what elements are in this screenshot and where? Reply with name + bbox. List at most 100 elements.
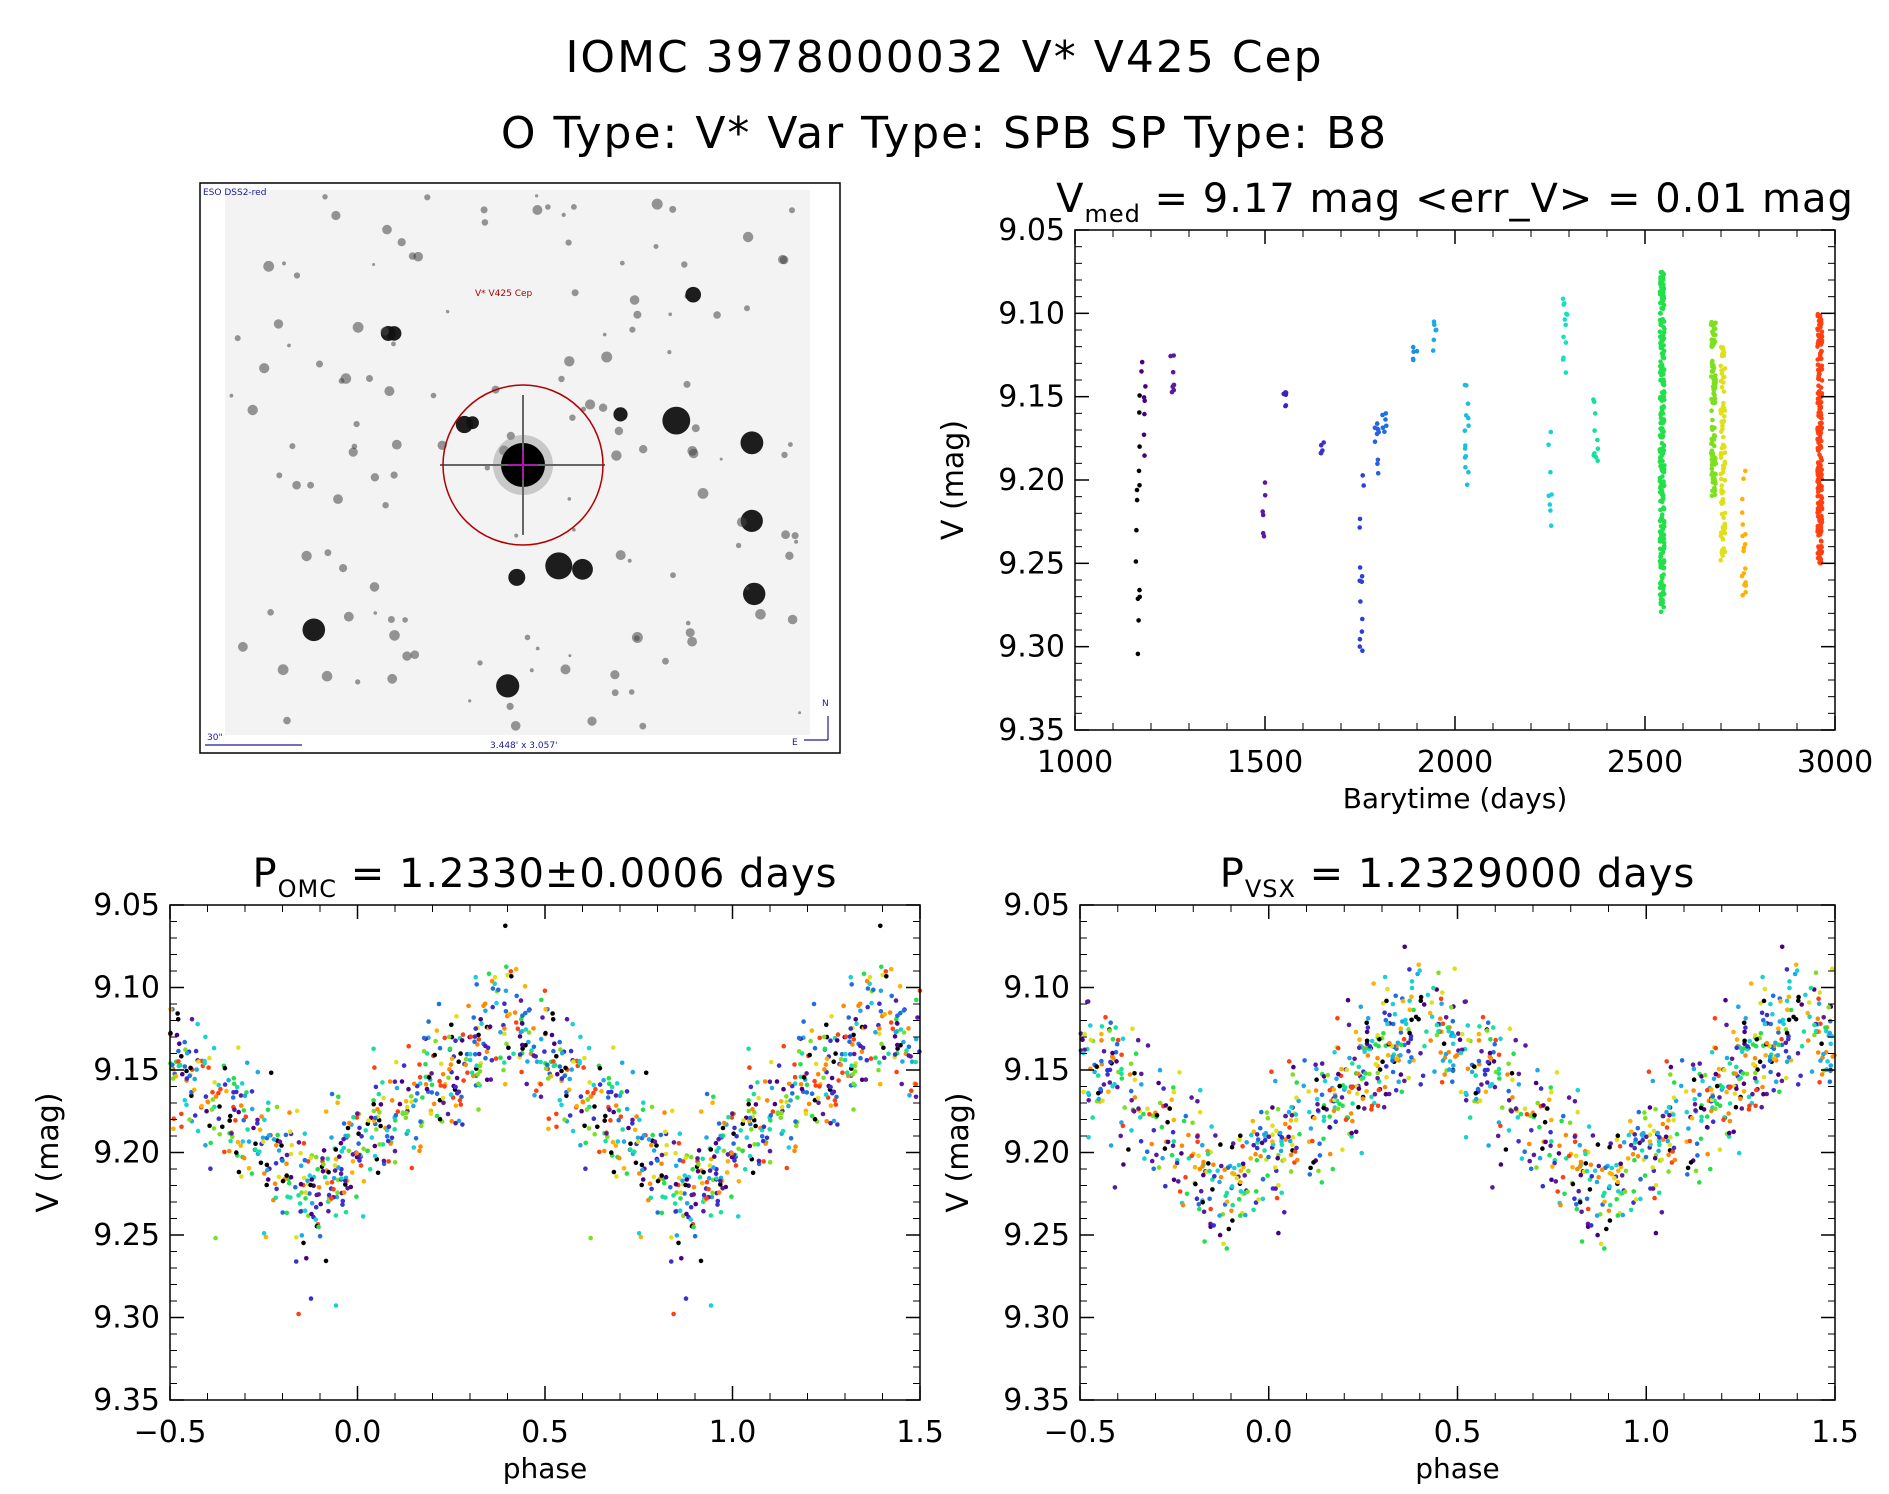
finder-star <box>639 722 647 730</box>
data-point <box>1818 560 1823 566</box>
data-point <box>1407 1059 1412 1065</box>
data-point <box>517 1052 523 1057</box>
data-point <box>1333 1094 1338 1099</box>
data-point <box>1364 1038 1370 1044</box>
data-point <box>668 1184 673 1190</box>
data-point <box>1661 330 1667 335</box>
data-point <box>1712 392 1717 398</box>
data-point <box>238 1103 244 1108</box>
data-point <box>829 1014 834 1019</box>
finder-star <box>321 670 333 682</box>
data-point <box>429 1090 435 1095</box>
data-point <box>613 1103 619 1108</box>
data-point <box>1741 1089 1747 1094</box>
data-point <box>748 1084 754 1090</box>
data-point <box>632 1127 638 1133</box>
data-point <box>472 1052 478 1057</box>
data-point <box>591 1082 596 1088</box>
finder-star <box>785 551 794 560</box>
data-point <box>1360 1096 1366 1101</box>
data-point <box>1452 966 1457 971</box>
data-point <box>1418 998 1424 1003</box>
data-point <box>533 1054 538 1059</box>
data-point <box>696 1162 701 1167</box>
data-point <box>464 1051 470 1057</box>
finder-star <box>267 609 274 616</box>
data-point <box>632 1149 637 1154</box>
target-label: V* V425 Cep <box>475 289 533 299</box>
data-point <box>1739 1106 1745 1111</box>
data-point <box>1713 456 1718 461</box>
data-point <box>184 1068 189 1074</box>
data-point <box>1384 1074 1389 1080</box>
data-point <box>1560 296 1566 302</box>
data-point <box>795 1095 800 1100</box>
data-point <box>1636 1109 1642 1115</box>
data-point <box>854 1021 859 1026</box>
data-point <box>230 1095 236 1100</box>
data-point <box>1516 1082 1522 1087</box>
data-point <box>722 1120 727 1126</box>
data-point <box>695 1156 700 1161</box>
data-point <box>1390 1021 1396 1027</box>
data-point <box>1434 1022 1440 1028</box>
finder-star <box>685 628 695 638</box>
data-point <box>876 1067 881 1073</box>
data-point <box>1816 1001 1822 1006</box>
data-point <box>1422 1043 1427 1049</box>
data-point <box>1384 423 1389 429</box>
data-point <box>1283 1137 1288 1142</box>
data-point <box>1660 298 1666 304</box>
data-point <box>1180 1202 1186 1208</box>
data-point <box>823 1092 829 1097</box>
data-point <box>208 1140 213 1146</box>
data-point <box>1720 375 1726 380</box>
data-point <box>1420 1073 1426 1079</box>
data-point <box>1712 382 1718 388</box>
data-point <box>1277 1130 1283 1136</box>
data-point <box>1416 1016 1421 1022</box>
data-point <box>1258 1154 1263 1159</box>
data-point <box>847 1052 853 1057</box>
data-point <box>484 1077 490 1083</box>
data-point <box>1786 1055 1792 1060</box>
data-point <box>493 1056 499 1061</box>
data-point <box>421 1035 427 1041</box>
data-point <box>1552 1160 1557 1166</box>
data-point <box>1217 1179 1222 1185</box>
data-point <box>1273 1186 1278 1191</box>
data-point <box>1583 1151 1588 1157</box>
data-point <box>471 1015 477 1020</box>
data-point <box>1743 566 1748 571</box>
data-point <box>1311 1160 1316 1165</box>
data-point <box>1710 323 1715 328</box>
data-point <box>1215 1168 1220 1173</box>
scale-label: 30" <box>207 733 223 743</box>
data-point <box>188 1065 193 1071</box>
data-point <box>1301 1083 1306 1089</box>
data-point <box>1393 993 1398 999</box>
data-point <box>1262 493 1268 498</box>
data-point <box>1387 1040 1392 1046</box>
data-point <box>1721 500 1726 505</box>
data-point <box>1641 1130 1646 1136</box>
data-point <box>655 1210 660 1215</box>
data-point <box>725 1152 731 1157</box>
data-point <box>1609 1165 1615 1171</box>
data-point <box>628 1147 633 1152</box>
data-point <box>1343 1117 1349 1122</box>
data-point <box>1292 1149 1298 1154</box>
data-point <box>637 1171 642 1176</box>
data-point <box>1704 1124 1710 1130</box>
data-point <box>731 1131 736 1136</box>
finder-star <box>276 472 283 479</box>
data-point <box>587 1080 592 1085</box>
data-point <box>272 1181 278 1186</box>
data-point <box>1637 1140 1642 1146</box>
data-point <box>1702 1072 1708 1078</box>
data-point <box>1779 1036 1784 1042</box>
data-point <box>376 1091 382 1097</box>
data-point <box>503 923 508 929</box>
finder-star <box>560 664 571 675</box>
